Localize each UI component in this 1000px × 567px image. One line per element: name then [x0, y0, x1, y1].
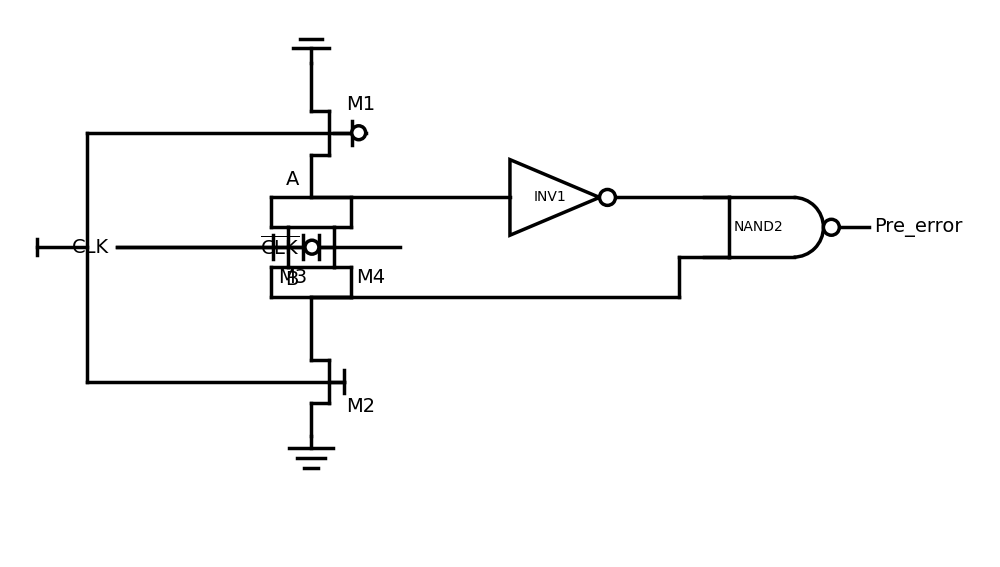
Text: Pre_error: Pre_error: [874, 218, 963, 237]
Text: INV1: INV1: [533, 191, 566, 205]
Circle shape: [600, 189, 615, 205]
Circle shape: [352, 126, 366, 139]
Text: NAND2: NAND2: [734, 220, 784, 234]
Text: M2: M2: [346, 397, 375, 416]
Text: CLK: CLK: [72, 238, 109, 257]
Text: M3: M3: [278, 268, 307, 286]
Text: $\overline{\mathrm{CLK}}$: $\overline{\mathrm{CLK}}$: [260, 235, 300, 259]
Text: A: A: [286, 171, 299, 189]
Text: M1: M1: [346, 95, 375, 115]
Text: B: B: [286, 270, 299, 289]
Text: M4: M4: [356, 268, 385, 286]
Circle shape: [305, 240, 319, 254]
Circle shape: [823, 219, 839, 235]
